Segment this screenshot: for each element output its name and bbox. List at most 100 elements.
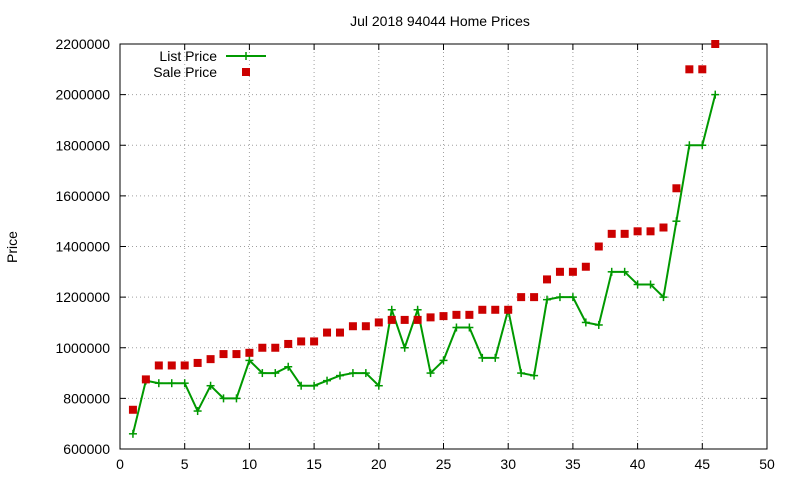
data-point — [465, 323, 474, 332]
legend-label: Sale Price — [153, 64, 217, 80]
x-tick-label: 45 — [695, 456, 711, 472]
data-point — [568, 293, 577, 302]
data-point — [335, 328, 344, 337]
data-point — [452, 323, 461, 332]
series-line — [131, 94, 717, 435]
x-tick-label: 20 — [371, 456, 387, 472]
data-point — [607, 229, 616, 238]
data-series — [128, 40, 720, 438]
data-point — [426, 369, 435, 378]
data-point — [310, 337, 319, 346]
data-point — [581, 262, 590, 271]
data-point — [206, 381, 215, 390]
data-point — [297, 337, 306, 346]
y-axis-label: Price — [4, 231, 20, 263]
data-point — [258, 343, 267, 352]
data-point — [245, 356, 254, 365]
data-point — [154, 361, 163, 370]
data-point — [426, 313, 435, 322]
data-point — [607, 267, 616, 276]
y-tick-label: 1200000 — [55, 289, 110, 305]
x-tick-label: 30 — [500, 456, 516, 472]
data-point — [672, 184, 681, 193]
data-point — [543, 275, 552, 284]
data-point — [555, 293, 564, 302]
y-tick-label: 1600000 — [55, 188, 110, 204]
data-point — [335, 371, 344, 380]
data-point — [232, 350, 241, 359]
y-tick-label: 1800000 — [55, 137, 110, 153]
plot-frame — [119, 43, 768, 450]
data-point — [504, 305, 513, 314]
data-point — [698, 141, 707, 150]
data-point — [284, 362, 293, 371]
data-point — [685, 65, 694, 74]
data-point — [711, 40, 720, 48]
data-point — [646, 227, 655, 236]
data-point — [594, 320, 603, 329]
data-point — [517, 369, 526, 378]
data-point — [232, 394, 241, 403]
data-point — [659, 223, 668, 232]
y-tick-label: 2000000 — [55, 87, 110, 103]
data-point — [413, 305, 422, 314]
data-point — [361, 369, 370, 378]
data-point — [193, 358, 202, 367]
data-point — [711, 90, 720, 99]
data-point — [530, 371, 539, 380]
data-point — [310, 381, 319, 390]
chart-title: Jul 2018 94044 Home Prices — [350, 13, 530, 29]
data-point — [633, 227, 642, 236]
y-tick-label: 1000000 — [55, 340, 110, 356]
x-tick-label: 0 — [116, 456, 124, 472]
data-point — [387, 315, 396, 324]
data-point — [659, 293, 668, 302]
legend-marker — [242, 52, 250, 60]
data-point — [439, 312, 448, 321]
x-tick-label: 35 — [565, 456, 581, 472]
y-tick-label: 600000 — [63, 441, 110, 457]
data-point — [478, 353, 487, 362]
data-point — [594, 242, 603, 251]
data-point — [258, 369, 267, 378]
data-point — [465, 310, 474, 319]
data-point — [698, 65, 707, 74]
x-tick-label: 5 — [181, 456, 189, 472]
data-point — [128, 429, 137, 438]
data-point — [297, 381, 306, 390]
data-point — [141, 375, 150, 384]
grid-lines — [120, 44, 767, 449]
data-point — [374, 318, 383, 327]
axes: 0 5 10 15 20 25 30 35 40 45 50 600000 800000 1000000 1… — [55, 36, 775, 472]
legend-label: List Price — [159, 48, 217, 64]
data-point — [374, 381, 383, 390]
legend-marker — [242, 68, 250, 76]
data-point — [219, 394, 228, 403]
data-point — [154, 379, 163, 388]
data-point — [620, 229, 629, 238]
data-point — [206, 355, 215, 364]
data-point — [400, 343, 409, 352]
series-0 — [128, 90, 720, 438]
data-point — [180, 379, 189, 388]
x-tick-label: 50 — [759, 456, 775, 472]
data-point — [491, 305, 500, 314]
x-tick-label: 25 — [436, 456, 452, 472]
data-point — [193, 407, 202, 416]
data-point — [245, 348, 254, 357]
y-tick-label: 2200000 — [55, 36, 110, 52]
data-point — [271, 343, 280, 352]
data-point — [219, 350, 228, 359]
data-point — [128, 405, 137, 414]
x-tick-label: 15 — [306, 456, 322, 472]
data-point — [167, 361, 176, 370]
data-point — [555, 267, 564, 276]
data-point — [413, 315, 422, 324]
data-point — [167, 379, 176, 388]
y-tick-label: 800000 — [63, 390, 110, 406]
data-point — [348, 322, 357, 331]
data-point — [439, 356, 448, 365]
data-point — [452, 310, 461, 319]
